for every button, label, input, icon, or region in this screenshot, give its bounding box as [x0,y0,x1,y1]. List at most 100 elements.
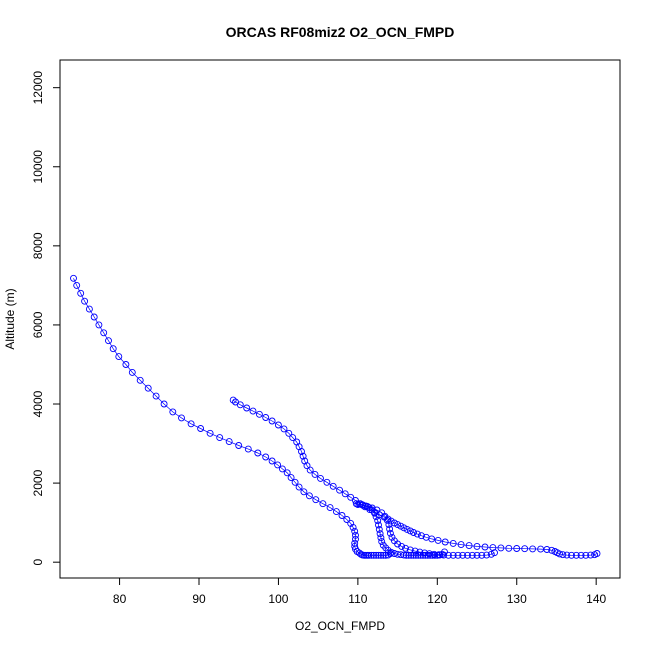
data-point [341,490,349,498]
data-point [306,466,314,474]
data-point [577,551,585,559]
data-point [115,353,123,361]
data-point [481,543,489,551]
data-point [416,548,424,556]
data-point [235,442,243,449]
data-point [352,497,359,504]
data-point [473,551,481,559]
data-point [352,535,359,543]
data-point [568,551,575,559]
data-point [73,281,81,289]
data-point [197,425,205,432]
x-tick-label: 80 [113,592,127,606]
data-point [387,548,395,556]
data-point [381,512,389,520]
y-tick-label: 10000 [31,150,45,184]
y-tick-label: 12000 [31,71,45,105]
data-point [440,551,448,559]
series-group [70,274,601,559]
data-point [329,482,337,490]
y-axis: 0 2000 4000 6000 8000 10000 12000 [31,71,61,566]
data-point [319,500,327,508]
data-point [298,448,305,455]
y-tick-label: 6000 [31,311,45,338]
series-0 [70,274,394,559]
series-line [232,399,598,556]
data-point [280,425,288,433]
data-point [311,470,319,478]
data-point [285,429,293,437]
data-point [521,545,529,553]
data-point [397,551,405,559]
data-point [236,401,244,409]
data-point [323,478,331,486]
data-point [291,478,299,486]
data-point [375,551,382,559]
data-point [388,533,396,541]
data-point [379,551,387,559]
data-point [375,525,383,533]
data-point [255,410,263,418]
data-point [244,445,252,453]
data-point [382,544,390,552]
data-point [489,544,497,552]
series-1 [229,396,601,559]
data-point [407,551,415,559]
data-point [563,551,571,559]
x-tick-label: 140 [586,592,606,606]
data-point [370,551,378,559]
data-point [513,545,521,552]
data-point [365,551,373,559]
data-point [268,417,276,425]
data-point [299,452,307,460]
data-point [90,313,98,321]
data-point [572,551,580,559]
data-point [377,534,385,542]
data-point [411,547,419,555]
data-point [459,551,467,559]
data-point [491,549,498,557]
data-point [400,524,408,532]
data-point [105,337,112,345]
data-point [457,541,465,549]
data-point [347,493,355,501]
x-tick-label: 90 [192,592,206,606]
data-point [187,420,195,428]
data-point [317,474,324,482]
data-point [77,289,85,297]
data-point [372,551,380,559]
data-point [406,527,414,535]
data-point [206,429,214,437]
data-point [444,551,452,559]
data-point [390,550,398,557]
data-point [343,516,351,523]
data-point [326,504,334,512]
data-point [406,546,414,554]
data-point [394,540,402,548]
data-point [383,516,391,524]
data-point [428,535,436,543]
data-point [430,550,438,558]
data-point [274,421,282,429]
data-point [587,551,595,559]
data-point [410,529,417,536]
data-point [468,551,476,559]
data-point [386,529,394,537]
data-point [441,538,449,546]
data-point [363,502,371,510]
data-point [367,551,375,559]
data-point [144,384,152,392]
data-point [305,492,313,500]
data-point [394,521,402,529]
data-point [559,551,567,559]
data-point [216,434,224,442]
x-tick-label: 100 [268,592,288,606]
data-point [465,542,473,550]
data-point [178,414,185,422]
data-point [434,536,442,544]
data-point [109,345,117,353]
data-point [338,512,346,519]
data-point [336,486,344,494]
data-point [410,551,417,559]
